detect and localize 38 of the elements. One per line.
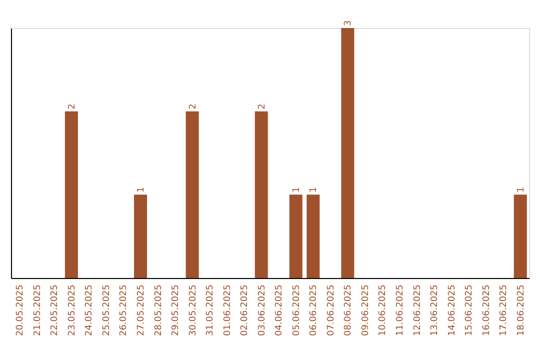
x-tick-label: 23.05.2025 — [67, 284, 78, 336]
x-tick-label: 10.06.2025 — [378, 284, 388, 336]
x-tick-label: 17.06.2025 — [499, 284, 510, 336]
x-tick-label: 21.05.2025 — [32, 284, 43, 336]
x-tick-label: 12.06.2025 — [412, 284, 423, 336]
x-tick-label: 11.06.2025 — [396, 284, 406, 336]
x-tick-label: 30.05.2025 — [188, 284, 198, 336]
x-tick-label: 08.06.2025 — [344, 284, 354, 336]
x-tick-label: 01.06.2025 — [222, 284, 233, 336]
x-tick-label: 18.06.2025 — [516, 284, 526, 336]
data-label: 2 — [67, 104, 78, 110]
x-tick-label: 03.06.2025 — [257, 284, 268, 336]
x-tick-label: 07.06.2025 — [326, 284, 336, 336]
data-label: 1 — [136, 186, 146, 193]
x-tick-label: 27.05.2025 — [136, 284, 146, 336]
x-tick-label: 31.05.2025 — [206, 284, 216, 336]
x-tick-label: 05.06.2025 — [292, 284, 302, 336]
x-tick-label: 26.05.2025 — [119, 284, 130, 336]
data-label: 2 — [257, 104, 268, 110]
x-tick-label: 24.05.2025 — [84, 284, 95, 336]
x-tick-label: 16.06.2025 — [482, 284, 492, 336]
data-label: 1 — [292, 186, 302, 193]
x-tick-label: 25.05.2025 — [102, 284, 112, 336]
x-tick-label: 15.06.2025 — [464, 284, 475, 336]
x-tick-label: 13.06.2025 — [430, 284, 440, 336]
data-label: 1 — [309, 186, 320, 193]
x-tick-label: 22.05.2025 — [50, 284, 60, 336]
x-tick-label: 02.06.2025 — [240, 284, 250, 336]
x-tick-label: 14.06.2025 — [447, 284, 458, 336]
x-tick-label: 04.06.2025 — [274, 284, 285, 336]
x-tick-label: 20.05.2025 — [16, 284, 26, 336]
data-label: 1 — [516, 186, 526, 193]
data-label: 2 — [188, 104, 198, 110]
x-tick-label: 09.06.2025 — [360, 284, 371, 336]
x-tick-label: 06.06.2025 — [309, 284, 320, 336]
data-label: 3 — [344, 20, 354, 26]
x-tick-label: 29.05.2025 — [171, 284, 182, 336]
x-tick-label: 28.05.2025 — [154, 284, 164, 336]
